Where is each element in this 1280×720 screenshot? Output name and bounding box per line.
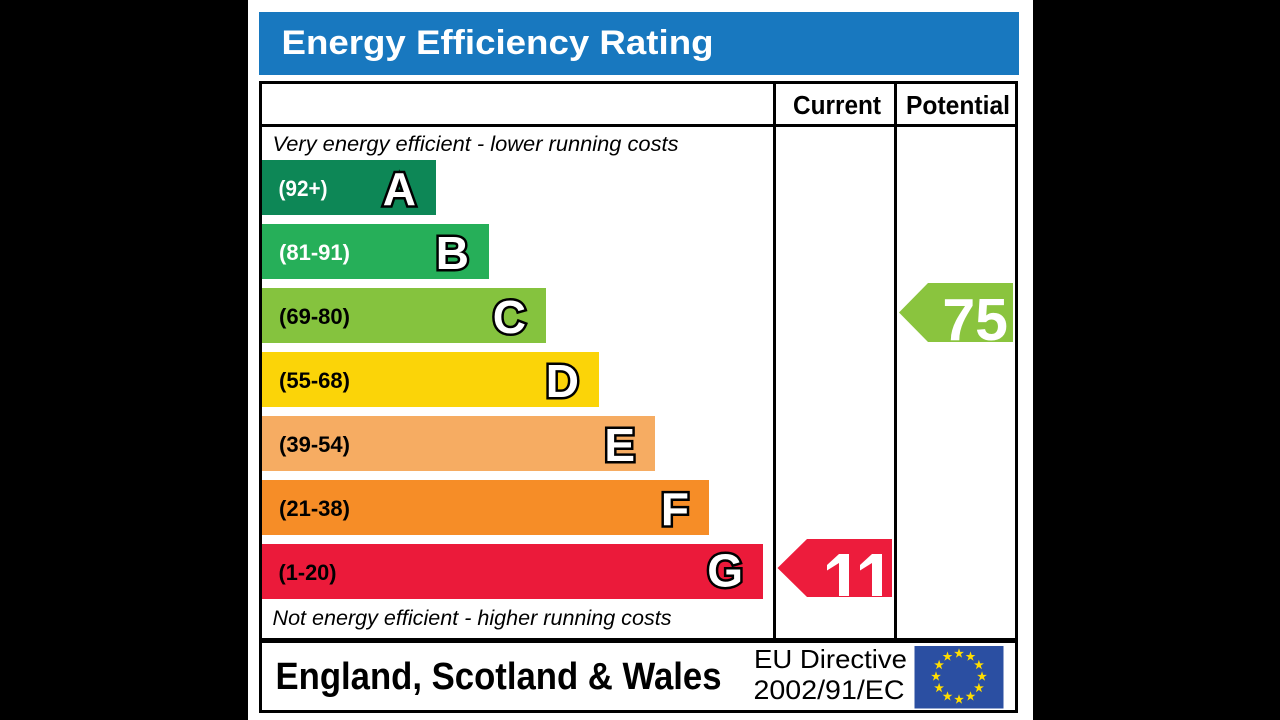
svg-text:(69-80): (69-80)	[279, 304, 350, 329]
svg-text:EU Directive: EU Directive	[754, 644, 907, 674]
svg-text:(1-20): (1-20)	[279, 560, 337, 585]
svg-text:(39-54): (39-54)	[279, 432, 350, 457]
svg-text:Potential: Potential	[906, 90, 1010, 120]
svg-text:Not energy efficient - higher: Not energy efficient - higher running co…	[273, 607, 672, 630]
svg-text:G: G	[707, 545, 743, 597]
svg-text:England, Scotland & Wales: England, Scotland & Wales	[276, 656, 722, 698]
svg-text:75: 75	[942, 287, 1008, 353]
svg-text:A: A	[383, 163, 416, 215]
svg-text:B: B	[436, 227, 469, 279]
svg-text:Energy Efficiency Rating: Energy Efficiency Rating	[282, 24, 714, 62]
svg-text:(92+): (92+)	[279, 176, 328, 201]
svg-text:(81-91): (81-91)	[279, 240, 350, 265]
svg-text:2002/91/EC: 2002/91/EC	[754, 675, 905, 705]
svg-text:F: F	[661, 483, 689, 535]
svg-text:Very energy efficient - lower: Very energy efficient - lower running co…	[273, 133, 680, 156]
svg-text:D: D	[546, 355, 579, 407]
svg-text:Current: Current	[793, 92, 881, 120]
svg-text:(55-68): (55-68)	[279, 368, 350, 393]
svg-text:E: E	[604, 419, 635, 471]
svg-text:(21-38): (21-38)	[279, 496, 350, 521]
svg-text:C: C	[493, 291, 526, 343]
